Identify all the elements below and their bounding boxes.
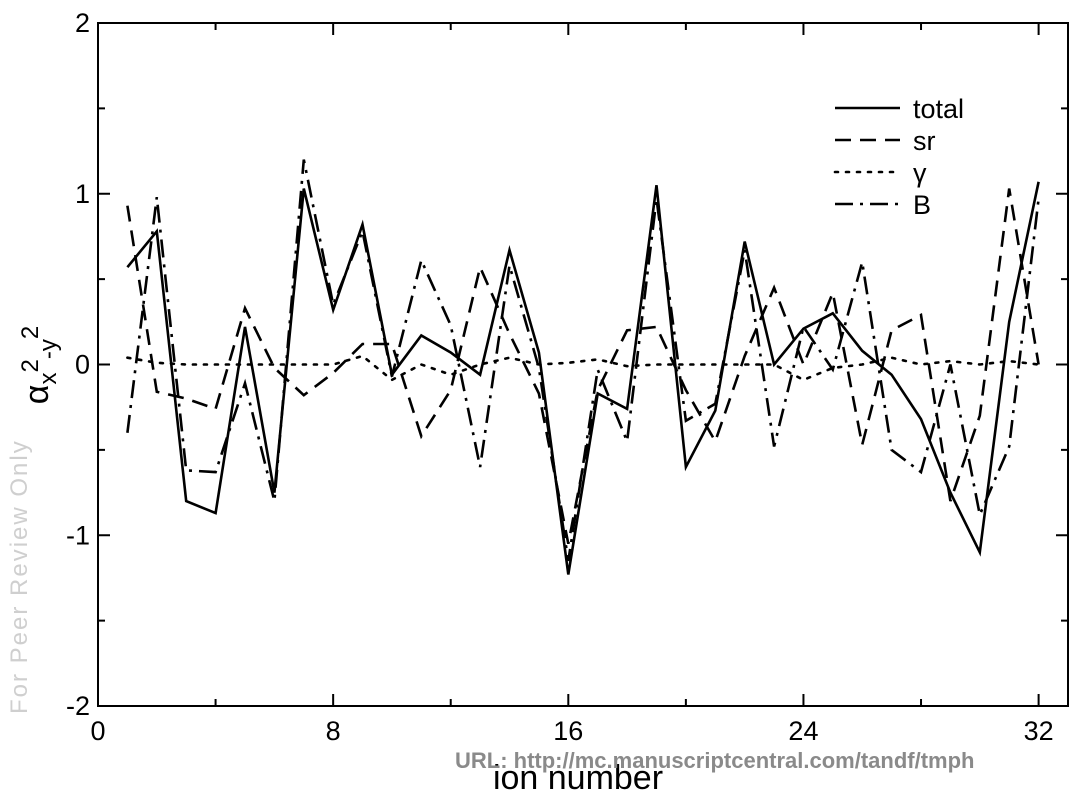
axes: 0 8 16 24 32 -2 -1 0 1 2 xyxy=(66,8,1069,746)
series-layer xyxy=(126,159,1040,575)
y-axis-title-sup1: 2 xyxy=(17,359,44,372)
y-tick-label: 0 xyxy=(75,350,90,380)
y-axis-title-main: α xyxy=(18,385,56,405)
x-tick-label: 0 xyxy=(90,716,105,746)
legend-label-γ: γ xyxy=(913,158,927,188)
y-axis-title: αx2-y2 xyxy=(17,326,62,404)
series-line-total xyxy=(126,181,1040,575)
side-watermark: For Peer Review Only xyxy=(6,439,33,714)
y-axis-title-sub: x xyxy=(35,373,62,385)
y-axis-title-mid: -y xyxy=(35,339,62,359)
y-tick-label: 1 xyxy=(75,179,90,209)
y-tick-label: -1 xyxy=(66,520,90,550)
x-tick-label: 32 xyxy=(1024,716,1054,746)
legend-label-total: total xyxy=(913,94,964,124)
legend-label-B: B xyxy=(913,190,931,220)
x-tick-label: 16 xyxy=(553,716,583,746)
url-watermark: URL: http://mc.manuscriptcentral.com/tan… xyxy=(455,748,975,773)
y-axis-title-sup2: 2 xyxy=(17,326,44,339)
x-tick-label: 8 xyxy=(326,716,341,746)
x-axis-title: ion number xyxy=(493,759,663,793)
legend-label-sr: sr xyxy=(913,126,936,156)
x-tick-label: 24 xyxy=(788,716,818,746)
series-line-sr xyxy=(126,188,1040,545)
y-tick-label: 2 xyxy=(75,8,90,38)
series-line-B xyxy=(126,159,1040,562)
y-tick-label: -2 xyxy=(66,691,90,721)
series-line-γ xyxy=(126,354,1040,382)
